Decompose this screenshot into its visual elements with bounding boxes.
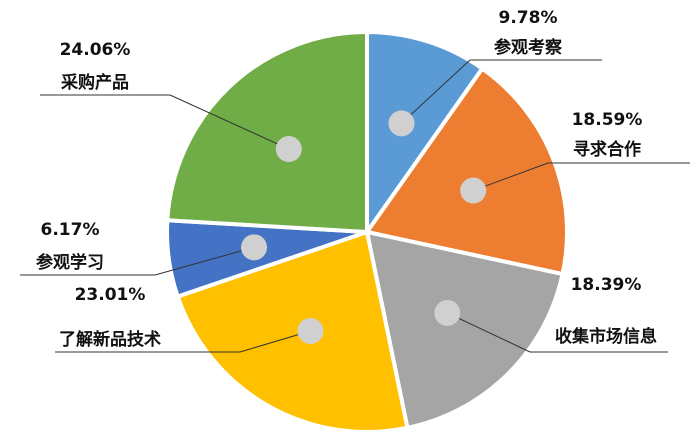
pie-slice [165,29,369,235]
pie-slice [363,65,569,277]
category-label: 收集市场信息 [555,326,657,347]
label-dot [241,234,268,261]
value-label: 6.17% [41,220,100,240]
pie-slice [175,229,410,434]
category-label: 参观考察 [494,37,563,58]
leader-line [473,162,549,192]
leader-line [447,312,531,353]
label-dot [275,136,302,163]
category-label: 参观学习 [36,252,104,273]
category-label: 采购产品 [60,72,129,93]
value-label: 18.39% [571,275,642,295]
label-dot [388,110,415,137]
leader-line [169,94,290,150]
value-label: 23.01% [75,285,146,305]
value-label: 9.78% [499,8,558,28]
pie-slice [364,229,565,431]
label-dot [297,317,324,344]
value-label: 24.06% [60,40,131,60]
leader-line [154,246,255,276]
value-label: 18.59% [572,110,643,130]
label-dot [460,177,487,204]
label-dot [434,299,461,326]
pie-slice [365,29,486,239]
leader-line [401,59,471,124]
category-label: 寻求合作 [573,139,641,160]
category-label: 了解新品技术 [59,329,161,350]
